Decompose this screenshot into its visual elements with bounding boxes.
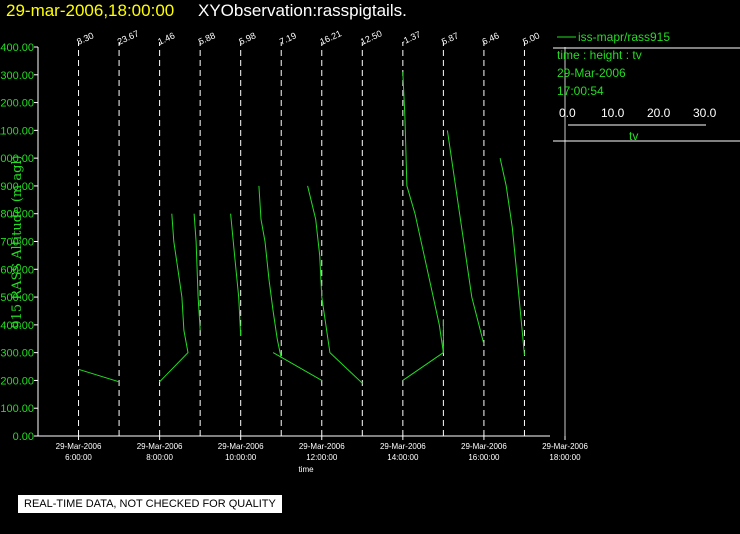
quality-warning: REAL-TIME DATA, NOT CHECKED FOR QUALITY	[18, 495, 282, 513]
y-tick-label: 600.00	[0, 264, 34, 276]
legend-scale-tick-2: 20.0	[647, 106, 671, 120]
y-tick-label: 400.00	[0, 320, 34, 332]
x-tick-time-label: 12:00:00	[306, 453, 338, 462]
y-tick-label: 500.00	[0, 292, 34, 304]
x-tick-date-label: 29-Mar-2006	[380, 442, 426, 451]
x-tick-date-label: 29-Mar-2006	[137, 442, 183, 451]
series-line-0	[78, 368, 120, 383]
series-line-10	[446, 130, 485, 345]
baseline-label: 16.21	[318, 28, 343, 47]
baseline-label: 5.88	[197, 30, 217, 46]
legend-scale-tick-1: 10.0	[601, 106, 625, 120]
x-tick-time-label: 16:00:00	[468, 453, 500, 462]
series-line-5	[258, 185, 282, 359]
legend-variables: time : height : tv	[557, 48, 642, 62]
x-tick-date-label: 29-Mar-2006	[56, 442, 102, 451]
y-tick-label: 900.00	[0, 181, 34, 193]
y-tick-label: 1300.00	[0, 70, 34, 82]
title-date-time: 29-mar-2006,18:00:00	[6, 1, 175, 20]
legend-date: 29-Mar-2006	[557, 66, 626, 80]
series-line-8	[402, 319, 444, 381]
baseline-label: 5.87	[440, 30, 460, 46]
x-tick-time-label: 14:00:00	[387, 453, 419, 462]
series-line-2	[159, 213, 189, 383]
y-axis-label: 915 RASS Altitude (m agl)	[10, 155, 25, 328]
x-tick-date-label: 29-Mar-2006	[542, 442, 588, 451]
y-tick-label: 1000.00	[0, 153, 34, 165]
baseline-label: -1.37	[399, 29, 422, 47]
x-tick-time-label: 8:00:00	[146, 453, 173, 462]
legend-scale	[553, 36, 740, 142]
baseline-label: 12.50	[359, 28, 384, 47]
title-observation: XYObservation:rasspigtails.	[198, 1, 407, 20]
baseline-label: 8.30	[75, 30, 95, 46]
series-line-6	[272, 352, 323, 381]
baseline-label: 7.19	[278, 30, 298, 46]
legend-scale-tick-3: 30.0	[693, 106, 717, 120]
x-tick-time-label: 18:00:00	[549, 453, 581, 462]
y-tick-label: 200.00	[0, 375, 34, 387]
y-tick-label: 700.00	[0, 237, 34, 249]
y-tick-label: 100.00	[0, 403, 34, 415]
legend-scale-tick-0: 0.0	[559, 106, 576, 120]
y-tick-label: 300.00	[0, 348, 34, 360]
y-tick-label: 1200.00	[0, 98, 34, 110]
x-tick-time-label: 6:00:00	[65, 453, 92, 462]
x-tick-date-label: 29-Mar-2006	[299, 442, 345, 451]
series-line-9	[402, 71, 444, 353]
x-tick-date-label: 29-Mar-2006	[218, 442, 264, 451]
baseline-label: 5.98	[237, 30, 257, 46]
legend-series-label: iss-mapr/rass915	[578, 30, 671, 44]
series-line-3	[193, 213, 201, 331]
series-line-4	[230, 213, 242, 337]
x-tick-time-label: 10:00:00	[225, 453, 257, 462]
legend-scale-label: tv	[629, 129, 639, 143]
x-axis-label: time	[298, 465, 314, 474]
legend-time: 17:00:54	[557, 84, 604, 98]
y-tick-label: 1100.00	[0, 125, 34, 137]
y-tick-label: 800.00	[0, 209, 34, 221]
baseline-label: 5.00	[521, 30, 541, 46]
baseline-label: 23.67	[116, 28, 141, 47]
y-tick-label: 0.00	[13, 431, 34, 443]
x-tick-date-label: 29-Mar-2006	[461, 442, 507, 451]
y-tick-label: 1400.00	[0, 42, 34, 54]
baseline-label: 6.46	[481, 30, 501, 46]
series-line-7	[307, 185, 363, 384]
series-line-11	[499, 157, 525, 356]
baseline-label: 1.46	[156, 30, 176, 46]
